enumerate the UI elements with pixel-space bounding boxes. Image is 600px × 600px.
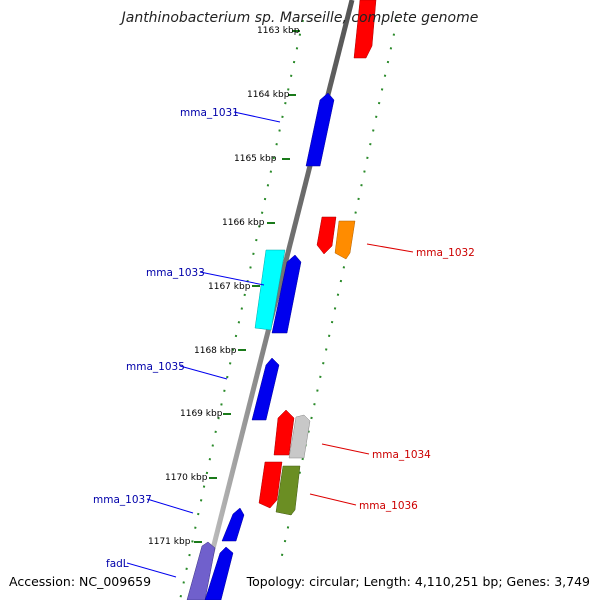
gene-label-mma-1035[interactable]: mma_1035 <box>126 361 185 373</box>
callout-mma-1032 <box>366 243 414 253</box>
tick-label-1167: 1167 kbp <box>208 282 251 292</box>
gene-label-mma-1031[interactable]: mma_1031 <box>180 107 239 119</box>
reverse-strand-guide <box>179 19 304 600</box>
tick-label-1163: 1163 kbp <box>257 26 300 36</box>
callout-mma-1034 <box>321 443 370 455</box>
accession-label: Accession: NC_009659 <box>9 574 152 589</box>
gene-arrow-red-lower[interactable] <box>258 461 283 509</box>
tick-label-1165: 1165 kbp <box>234 154 277 164</box>
map-title: Janthinobacterium sp. Marseille, complet… <box>121 10 479 26</box>
callout-mma-1031 <box>233 111 281 123</box>
gene-arrow-mma-1036[interactable] <box>275 465 301 516</box>
gene-label-mma-1036[interactable]: mma_1036 <box>359 500 418 512</box>
gene-arrow-fadl[interactable] <box>186 541 216 600</box>
gene-arrow-red-top[interactable] <box>353 0 377 59</box>
gene-label-mma-1033[interactable]: mma_1033 <box>146 267 205 279</box>
tick-label-1169: 1169 kbp <box>180 409 223 419</box>
callout-mma-1035 <box>179 365 228 380</box>
topology-summary: Topology: circular; Length: 4,110,251 bp… <box>246 574 590 589</box>
callout-mma-1037 <box>146 498 194 514</box>
gene-label-mma-1032[interactable]: mma_1032 <box>416 247 475 259</box>
gene-arrow-mma-1035[interactable] <box>251 357 280 421</box>
tick-label-1171: 1171 kbp <box>148 537 191 547</box>
gene-arrow-mma-1032-red[interactable] <box>316 216 337 255</box>
gene-arrow-mma-1034-red[interactable] <box>273 409 295 456</box>
tick-label-1168: 1168 kbp <box>194 346 237 356</box>
callout-fadl <box>126 562 177 578</box>
gene-arrow-blue-bottom[interactable] <box>204 546 234 600</box>
gene-label-fadl[interactable]: fadL <box>106 558 129 570</box>
tick-label-1170: 1170 kbp <box>165 473 208 483</box>
gene-arrow-mma-1032[interactable] <box>334 220 356 260</box>
tick-label-1164: 1164 kbp <box>247 90 290 100</box>
gene-arrow-mma-1033[interactable] <box>254 249 286 331</box>
gene-arrow-blue-1167[interactable] <box>271 254 302 334</box>
gene-label-mma-1034[interactable]: mma_1034 <box>372 449 431 461</box>
tick-label-1166: 1166 kbp <box>222 218 265 228</box>
gene-arrow-mma-1031[interactable] <box>305 92 335 167</box>
gene-label-mma-1037[interactable]: mma_1037 <box>93 494 152 506</box>
gene-arrow-mma-1034[interactable] <box>288 414 311 459</box>
gene-arrow-mma-1037[interactable] <box>221 507 245 542</box>
callout-mma-1036 <box>309 493 357 506</box>
callout-mma-1033 <box>199 271 265 286</box>
